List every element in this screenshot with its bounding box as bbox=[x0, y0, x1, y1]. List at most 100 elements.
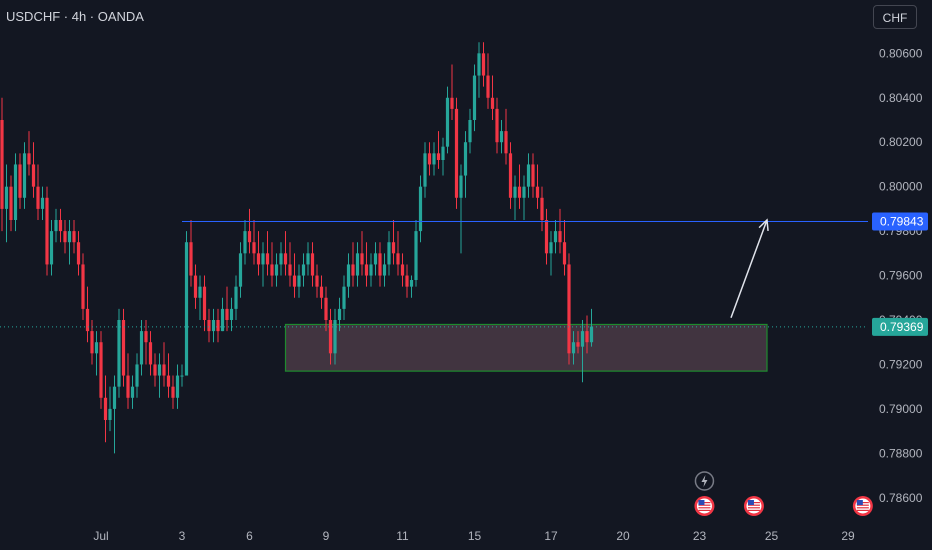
candle-body bbox=[63, 231, 67, 243]
time-axis[interactable]: Jul 3 6 9 11 15 17 20 23 25 29 bbox=[93, 529, 855, 543]
symbol-title: USDCHF · 4h · OANDA bbox=[6, 9, 144, 24]
time-tick-label: 25 bbox=[765, 529, 779, 543]
candle-body bbox=[418, 186, 423, 232]
candle-body bbox=[117, 320, 121, 387]
candle-body bbox=[526, 164, 531, 187]
candle-body bbox=[319, 286, 324, 298]
candle-body bbox=[454, 108, 459, 198]
candle-body bbox=[576, 342, 580, 347]
candle-body bbox=[436, 153, 441, 160]
candle-body bbox=[328, 320, 333, 354]
candle-body bbox=[148, 342, 153, 365]
candle-body bbox=[450, 97, 454, 109]
candle-body bbox=[396, 253, 400, 265]
candle-body bbox=[265, 253, 270, 265]
candle-body bbox=[333, 320, 337, 354]
candle-body bbox=[391, 242, 396, 254]
projection-arrow[interactable] bbox=[730, 219, 768, 319]
price-tick-label: 0.80000 bbox=[879, 180, 923, 194]
candle-body bbox=[27, 153, 31, 165]
candle-body bbox=[85, 308, 90, 332]
candle-body bbox=[499, 131, 504, 143]
candle-body bbox=[13, 164, 18, 220]
price-tick-label: 0.79600 bbox=[879, 269, 923, 283]
candle-body bbox=[535, 186, 540, 198]
time-tick-label: 15 bbox=[468, 529, 482, 543]
candle-body bbox=[310, 253, 315, 276]
price-tick-label: 0.80200 bbox=[879, 135, 923, 149]
support-zone[interactable] bbox=[284, 323, 768, 372]
candle-body bbox=[337, 308, 342, 320]
candle-body bbox=[306, 253, 310, 265]
candle-body bbox=[373, 253, 378, 265]
currency-button[interactable]: CHF bbox=[873, 5, 917, 29]
price-badge-label: 0.79369 bbox=[880, 320, 924, 334]
arrow-head bbox=[758, 218, 769, 232]
us-flag-icon[interactable] bbox=[694, 496, 715, 516]
candles-layer bbox=[0, 42, 594, 454]
candle-body bbox=[207, 320, 211, 332]
time-tick-label: 11 bbox=[396, 529, 409, 543]
candle-body bbox=[270, 264, 274, 276]
candle-body bbox=[288, 264, 292, 276]
time-tick-label: 6 bbox=[246, 529, 253, 543]
candle-body bbox=[234, 286, 238, 309]
time-tick-label: 9 bbox=[323, 529, 330, 543]
candle-body bbox=[553, 231, 558, 243]
candle-body bbox=[342, 286, 346, 309]
candle-body bbox=[544, 220, 549, 254]
candle-body bbox=[184, 242, 189, 376]
last-price-badge bbox=[872, 317, 928, 336]
candle-body bbox=[144, 331, 148, 343]
candle-body bbox=[139, 331, 144, 365]
price-badge-label: 0.79843 bbox=[880, 215, 924, 229]
price-axis[interactable]: 0.786000.788000.790000.792000.794000.796… bbox=[868, 0, 932, 550]
candle-body bbox=[256, 253, 261, 265]
candle-body bbox=[0, 120, 4, 209]
candle-body bbox=[166, 375, 171, 387]
candle-body bbox=[54, 220, 58, 232]
candle-body bbox=[171, 386, 175, 398]
candle-body bbox=[301, 264, 306, 276]
candle-body bbox=[31, 164, 36, 187]
us-flag-icon[interactable] bbox=[743, 496, 764, 516]
candle-body bbox=[238, 253, 243, 287]
candle-body bbox=[216, 320, 220, 332]
candle-body bbox=[405, 275, 409, 287]
lightning-icon[interactable] bbox=[694, 471, 715, 491]
time-tick-label: 23 bbox=[693, 529, 707, 543]
candle-body bbox=[315, 275, 319, 287]
candle-body bbox=[504, 131, 508, 154]
candle-body bbox=[351, 264, 355, 276]
candle-body bbox=[459, 175, 463, 198]
candle-body bbox=[76, 242, 81, 265]
time-tick-label: 29 bbox=[841, 529, 855, 543]
candle-body bbox=[549, 242, 553, 254]
support-zone-layer bbox=[284, 323, 768, 372]
candle-body bbox=[162, 364, 166, 376]
candle-body bbox=[513, 186, 517, 198]
candle-body bbox=[90, 331, 94, 354]
candle-body bbox=[108, 408, 112, 420]
candle-body bbox=[517, 186, 522, 198]
candle-body bbox=[324, 297, 328, 320]
candle-body bbox=[369, 264, 373, 276]
candle-body bbox=[211, 320, 216, 332]
candle-body bbox=[382, 264, 387, 276]
us-flag-icon[interactable] bbox=[852, 496, 873, 516]
candle-body bbox=[36, 186, 40, 209]
candle-body bbox=[540, 197, 544, 220]
candle-body bbox=[364, 264, 369, 276]
candle-body bbox=[45, 197, 49, 265]
candle-body bbox=[157, 364, 162, 376]
candle-body bbox=[279, 253, 283, 265]
candle-body bbox=[180, 375, 184, 377]
candle-body bbox=[112, 386, 117, 409]
price-tick-label: 0.78800 bbox=[879, 446, 923, 460]
candle-body bbox=[202, 286, 207, 320]
candle-body bbox=[81, 264, 85, 309]
candle-body bbox=[346, 264, 351, 287]
candle-body bbox=[153, 364, 157, 376]
